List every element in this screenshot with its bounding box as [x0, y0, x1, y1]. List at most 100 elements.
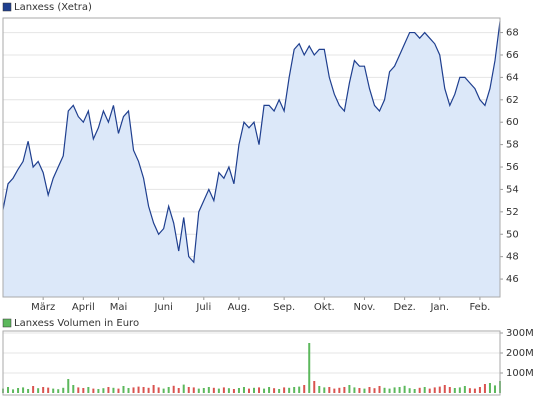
volume-bar — [423, 387, 426, 393]
volume-bar — [122, 386, 125, 393]
volume-bar — [182, 384, 185, 393]
volume-bar — [12, 389, 15, 393]
plot-border — [2, 330, 501, 396]
volume-bar — [283, 387, 286, 393]
volume-bar — [167, 387, 170, 393]
y-tick-label: 60 — [506, 117, 519, 128]
volume-bar — [217, 388, 220, 393]
volume-bar — [428, 388, 431, 393]
volume-bar — [358, 388, 361, 393]
volume-bar — [418, 387, 421, 393]
volume-bar — [52, 388, 55, 393]
volume-bar — [202, 388, 205, 393]
volume-bar — [308, 343, 311, 393]
volume-bar — [22, 387, 25, 393]
volume-bar — [17, 388, 20, 393]
volume-bar — [333, 388, 336, 393]
volume-bar — [117, 388, 120, 393]
volume-bar — [222, 387, 225, 393]
legend-label: Lanxess (Xetra) — [14, 2, 92, 13]
volume-bar — [413, 389, 416, 393]
volume-bar — [97, 389, 100, 393]
volume-bar — [323, 387, 326, 393]
volume-bar — [82, 388, 85, 393]
volume-bar — [57, 389, 60, 393]
volume-bar — [7, 387, 10, 393]
volume-bar — [177, 388, 180, 393]
volume-bar — [132, 387, 135, 393]
volume-bar — [47, 387, 50, 393]
volume-bar — [463, 386, 466, 393]
y-tick-label: 64 — [506, 72, 519, 83]
volume-bar — [67, 379, 70, 393]
volume-bar — [258, 387, 261, 393]
volume-bar — [112, 387, 115, 393]
volume-bar — [388, 388, 391, 393]
x-tick-label: Nov. — [353, 302, 375, 313]
y-tick-label: 100M — [506, 368, 534, 379]
volume-bar — [318, 386, 321, 393]
volume-bar — [27, 389, 30, 393]
legend-swatch — [2, 318, 12, 328]
x-tick-label: Feb. — [469, 302, 490, 313]
volume-bar — [197, 388, 200, 393]
volume-bar — [293, 387, 296, 393]
y-tick-label: 54 — [506, 184, 519, 195]
volume-bar — [232, 389, 235, 393]
volume-bar — [137, 386, 140, 393]
area-fill — [3, 21, 500, 297]
volume-bar — [268, 387, 271, 393]
y-tick-label: 46 — [506, 274, 519, 285]
plot-border — [2, 17, 501, 298]
volume-bar — [192, 387, 195, 393]
volume-bar — [313, 381, 316, 393]
volume-bar — [338, 387, 341, 393]
volume-bar — [373, 388, 376, 393]
volume-bar — [152, 385, 155, 393]
y-tick-label: 52 — [506, 207, 519, 218]
volume-bar — [242, 387, 245, 393]
volume-bar — [453, 388, 456, 393]
volume-bar — [37, 388, 40, 393]
y-tick-label: 50 — [506, 229, 519, 240]
y-tick-label: 58 — [506, 140, 519, 151]
x-tick-label: Okt. — [314, 302, 335, 313]
volume-bar — [278, 389, 281, 393]
price-line — [2, 21, 501, 264]
volume-bar — [92, 388, 95, 393]
volume-bar — [458, 387, 461, 393]
x-tick-label: Sep. — [273, 302, 295, 313]
volume-bar — [62, 387, 65, 393]
volume-bar — [393, 387, 396, 393]
volume-bar — [368, 387, 371, 393]
y-tick-label: 48 — [506, 252, 519, 263]
volume-bar — [87, 387, 90, 393]
volume-bar — [443, 385, 446, 393]
y-tick-label: 300M — [506, 328, 534, 339]
y-tick-label: 68 — [506, 28, 519, 39]
x-tick-label: Aug. — [228, 302, 251, 313]
volume-bar — [102, 388, 105, 393]
volume-bar — [483, 384, 486, 393]
volume-bar — [298, 386, 301, 393]
y-tick-label: 62 — [506, 95, 519, 106]
volume-bar — [493, 385, 496, 393]
x-tick-label: Jan. — [429, 302, 449, 313]
y-tick-label: 56 — [506, 162, 519, 173]
volume-bar — [107, 387, 110, 393]
y-tick-label: 200M — [506, 348, 534, 359]
volume-bar — [398, 387, 401, 393]
volume-bar — [263, 388, 266, 393]
volume-bar — [488, 383, 491, 393]
x-tick-label: Mai — [110, 302, 128, 313]
volume-bar — [212, 387, 215, 393]
volume-bar — [383, 387, 386, 393]
volume-bar — [363, 388, 366, 393]
volume-bar — [77, 387, 80, 393]
volume-bar — [162, 388, 165, 393]
volume-bar — [72, 385, 75, 393]
volume-bar — [378, 386, 381, 393]
volume-bar — [448, 387, 451, 393]
